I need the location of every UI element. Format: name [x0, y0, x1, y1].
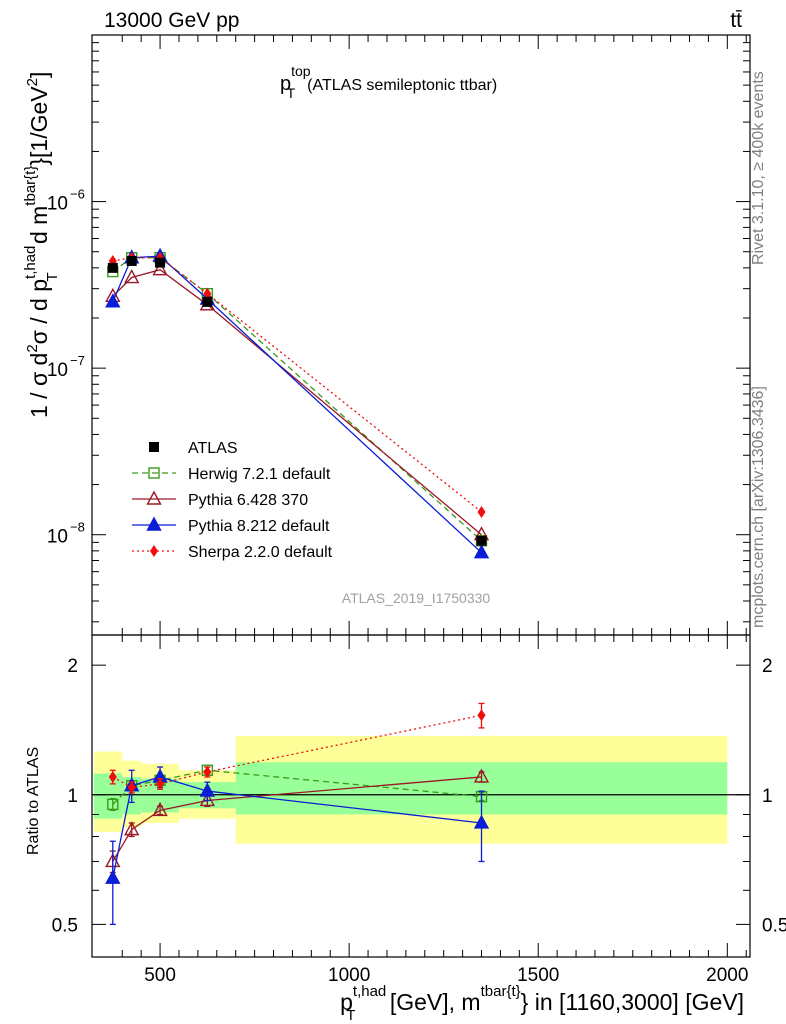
legend-label-pythia6: Pythia 6.428 370: [188, 492, 308, 509]
ylabel-i: 2: [24, 78, 41, 86]
legend-label-herwig: Herwig 7.2.1 default: [188, 466, 331, 483]
x-label: pt,had T [GeV], mtbar{t}} in [1160,3000] …: [340, 983, 744, 1024]
plot-title: ptop T (ATLAS semileptonic ttbar): [280, 63, 497, 101]
title-text: (ATLAS semileptonic ttbar): [307, 77, 497, 94]
ratio-uncertainty-bands: [92, 735, 750, 844]
y-tick-label: 10: [47, 360, 68, 381]
xlabel-e: tbar{t}: [481, 983, 521, 1000]
y-tick-label: 10: [47, 194, 68, 215]
main-axes-ticks: 10−810−710−6: [47, 34, 750, 635]
xlabel-f: } in [1160,3000] [GeV]: [521, 989, 744, 1015]
ratio-point-herwig: [107, 798, 119, 811]
ylabel-g: tbar{t}: [22, 166, 39, 206]
ratio-y-tick-label: 1: [67, 786, 78, 807]
ratio-y-tick-label-right: 0.5: [762, 915, 786, 936]
ylabel-a: 1 / σ d: [26, 353, 52, 418]
ratio-point-sherpa: [108, 770, 117, 783]
legend: ATLAS Herwig 7.2.1 default Pythia 6.428 37…: [132, 440, 333, 561]
ratio-y-tick-label: 0.5: [52, 915, 78, 936]
rivet-label: Rivet 3.1.10, ≥ 400k events: [750, 71, 767, 265]
ylabel-b: 2: [24, 344, 41, 352]
y-tick-exponent: −8: [70, 520, 85, 535]
ratio-point-pythia6: [152, 801, 168, 817]
process-label: tt̄: [730, 9, 742, 32]
ratio-point-pythia8: [473, 814, 490, 829]
main-point-data: [107, 262, 118, 273]
ratio-series-layer: [105, 702, 490, 926]
xlabel-a: p: [340, 989, 353, 1015]
ratio-y-tick-label: 2: [67, 656, 78, 677]
main-series-layer: [105, 247, 490, 559]
ratio-point-sherpa: [203, 765, 212, 778]
main-point-pythia8: [105, 293, 121, 308]
analysis-id: ATLAS_2019_I1750330: [342, 590, 491, 606]
ratio-point-sherpa: [127, 781, 136, 794]
xlabel-c: T: [346, 1007, 355, 1024]
ratio-point-pythia6: [473, 768, 490, 783]
ratio-point-pythia8: [105, 869, 121, 884]
ratio-point-sherpa: [156, 777, 165, 790]
legend-marker-pythia6: [146, 490, 162, 505]
ratio-point-pythia6: [124, 821, 140, 836]
x-tick-label: 2000: [706, 965, 748, 986]
ratio-axes-ticks: 500 1000 1500 2000 0.5 0.5 1 1 2 2: [52, 635, 786, 986]
main-point-pythia6: [152, 261, 168, 276]
legend-marker-data: [149, 442, 159, 452]
legend-marker-herwig: [148, 467, 160, 479]
main-point-data: [476, 535, 487, 546]
main-point-pythia6: [124, 269, 140, 284]
legend-label-sherpa: Sherpa 2.2.0 default: [188, 544, 333, 561]
energy-label: 13000 GeV pp: [104, 9, 239, 32]
mcplots-label: mcplots.cern.ch [arXiv:1306.3436]: [750, 386, 767, 628]
ratio-point-pythia6: [199, 792, 216, 807]
main-point-data: [155, 257, 166, 268]
ylabel-h: }[1/GeV: [26, 86, 52, 166]
ratio-plot-frame: [91, 634, 751, 958]
main-point-pythia8: [473, 544, 490, 559]
xlabel-d: [GeV], m: [383, 989, 480, 1015]
title-sub: T: [287, 85, 296, 101]
x-tick-label: 1000: [328, 965, 370, 986]
title-p: p: [280, 73, 291, 95]
ratio-y-label: Ratio to ATLAS: [25, 747, 42, 855]
band-inner-0: [93, 773, 123, 819]
ylabel-e: T: [44, 272, 61, 281]
ylabel-f: d m: [26, 206, 52, 251]
main-line-pythia6: [112, 268, 482, 536]
legend-label-pythia8: Pythia 8.212 default: [188, 518, 330, 535]
main-y-label: 1 / σ d2σ / d pt,had T d mtbar{t}}[1/GeV2…: [22, 72, 61, 418]
legend-label-data: ATLAS: [188, 440, 238, 457]
main-point-data: [202, 296, 213, 307]
legend-marker-sherpa: [150, 545, 158, 557]
ylabel-j: ]: [26, 72, 52, 78]
xlabel-b: t,had: [353, 983, 386, 1000]
ratio-point-sherpa: [477, 709, 486, 722]
y-tick-exponent: −6: [70, 187, 85, 202]
y-tick-label: 10: [47, 527, 68, 548]
x-tick-label: 500: [144, 965, 176, 986]
y-tick-exponent: −7: [70, 353, 85, 368]
title-sup: top: [291, 63, 311, 79]
ylabel-d: t,had: [22, 246, 39, 279]
ratio-y-tick-label-right: 1: [762, 786, 773, 807]
ratio-point-pythia8: [199, 782, 216, 797]
x-tick-label: 1500: [517, 965, 559, 986]
main-point-sherpa: [203, 287, 212, 300]
main-point-data: [126, 255, 137, 266]
main-point-sherpa: [477, 505, 486, 518]
legend-marker-pythia8: [146, 516, 162, 531]
ylabel-c: σ / d p: [26, 279, 52, 344]
ratio-y-tick-label-right: 2: [762, 656, 773, 677]
